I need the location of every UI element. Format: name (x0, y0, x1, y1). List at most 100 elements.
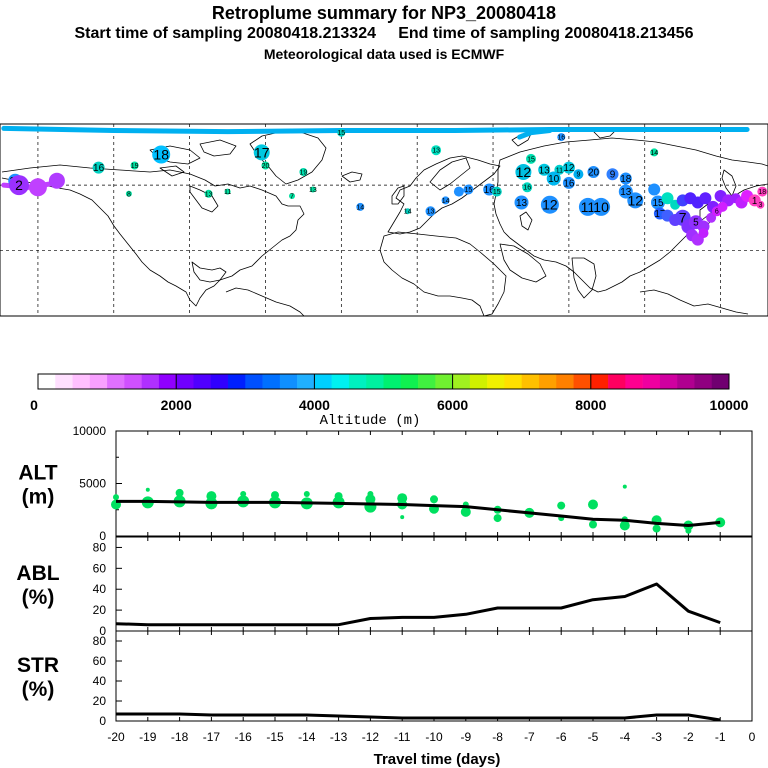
colorbar-swatch (279, 374, 298, 389)
y-tick-label: 40 (93, 582, 107, 596)
coastline-africa (379, 231, 507, 317)
plume-marker-label: 15 (652, 198, 664, 209)
altitude-cluster-point (397, 493, 408, 504)
x-tick-label: -13 (330, 730, 348, 744)
altitude-colorbar: 0 2000 4000 6000 8000 10000 (30, 373, 749, 413)
panel-label-name: ABL (16, 562, 59, 585)
altitude-cluster-point (334, 492, 343, 501)
time-series-panels: 1000050000ALT(m)806040200ABL(%)806040200… (16, 424, 755, 744)
panel-label-unit: (%) (22, 586, 55, 609)
colorbar-swatch (245, 374, 263, 389)
y-tick-label: 20 (93, 603, 107, 617)
plume-marker-label: 7 (679, 210, 687, 226)
x-tick-label: -11 (394, 730, 411, 744)
plume-marker (756, 200, 765, 209)
plume-marker (125, 190, 132, 197)
plume-marker (706, 212, 717, 223)
colorbar-swatch (521, 374, 540, 389)
plume-marker-label: 15 (493, 189, 501, 196)
plume-marker-label: 20 (588, 168, 600, 179)
altitude-cluster-point (367, 491, 374, 497)
plume-marker-label: 20 (262, 163, 270, 170)
colorbar-swatch (158, 374, 177, 389)
plume-marker (650, 148, 659, 157)
plume-marker (404, 208, 411, 215)
plume-marker-label: 19 (131, 163, 139, 170)
altitude-cluster-point (493, 514, 502, 523)
plume-marker (717, 201, 728, 212)
plume-marker-label: 3 (758, 202, 762, 209)
x-tick-label: -8 (492, 730, 503, 744)
x-tick-label: -6 (556, 730, 567, 744)
plume-marker-label: 12 (628, 192, 644, 208)
x-tick-label: -2 (683, 730, 694, 744)
plume-marker (526, 153, 536, 164)
series-line (116, 712, 721, 722)
x-tick-label: -12 (362, 730, 380, 744)
colorbar-swatch (38, 374, 56, 389)
altitude-cluster-point (113, 494, 119, 501)
plume-marker-label: 14 (404, 209, 412, 216)
x-tick-label: -16 (235, 730, 253, 744)
plume-marker (152, 145, 171, 164)
plume-marker-label: 13 (432, 148, 440, 155)
colorbar-swatch (107, 374, 125, 389)
altitude-cluster-point (400, 515, 405, 520)
colorbar-swatch (677, 374, 695, 389)
panel-label-unit: (m) (22, 486, 55, 509)
plume-marker-label: 6 (715, 209, 719, 216)
coastline-scandinavia (429, 157, 471, 191)
panel-alt: 10000 5000 0 ALT(m) (18, 424, 753, 543)
x-tick-label: -5 (588, 730, 599, 744)
colorbar-swatch (348, 374, 367, 389)
panel-label-name: ALT (18, 462, 57, 485)
y-tick-label: 60 (93, 654, 107, 668)
panel-label-unit: (%) (22, 678, 55, 701)
plume-marker (337, 128, 346, 137)
colorbar-swatch (89, 374, 108, 389)
plume-marker (522, 182, 533, 193)
plume-marker (619, 172, 632, 185)
plume-marker (592, 197, 611, 216)
plume-marker-label: 16 (93, 163, 105, 174)
colorbar-swatch (694, 374, 713, 389)
colorbar-swatch (262, 374, 281, 389)
altitude-cluster-point (175, 488, 184, 497)
plume-marker-label: 10 (548, 174, 560, 185)
colorbar-swatch (556, 374, 574, 389)
map-panel: 2021618191720191381315121311129209181016… (0, 123, 768, 317)
coastline-asia (493, 137, 768, 293)
plume-track (517, 128, 553, 140)
colorbar-swatch (314, 374, 332, 389)
altitude-cluster-point (622, 484, 627, 489)
plume-marker-label: 11 (581, 199, 596, 215)
colorbar-swatch (573, 374, 592, 389)
y-tick-label: 20 (93, 694, 107, 708)
plume-marker (491, 186, 502, 197)
y-tick-label: 80 (93, 540, 107, 554)
y-tick-label: 40 (93, 674, 107, 688)
altitude-cluster-point (460, 506, 471, 517)
y-tick-label: 80 (93, 634, 107, 648)
x-tick-label: -1 (715, 730, 726, 744)
coastline-britain (391, 185, 405, 205)
plume-marker-label: 13 (309, 187, 317, 194)
colorbar-tick-label: 10000 (710, 397, 749, 413)
plume-marker (606, 168, 619, 181)
colorbar-swatch (124, 374, 142, 389)
altitude-cluster-point (365, 494, 376, 505)
y-tick-label: 60 (93, 561, 107, 575)
colorbar-swatch (469, 374, 488, 389)
coastline-gulf-of-mexico (191, 261, 227, 283)
plume-marker (648, 183, 661, 196)
plume-marker-label: 5 (693, 218, 699, 229)
colorbar-swatch (711, 374, 730, 389)
x-axis-title: Travel time (days) (374, 751, 501, 768)
plume-marker-label: 11 (224, 189, 231, 196)
plume-marker (28, 178, 47, 197)
x-tick-label: -18 (171, 730, 189, 744)
plume-marker (587, 166, 600, 178)
altitude-cluster-point (240, 491, 247, 497)
plume-marker (289, 193, 295, 199)
